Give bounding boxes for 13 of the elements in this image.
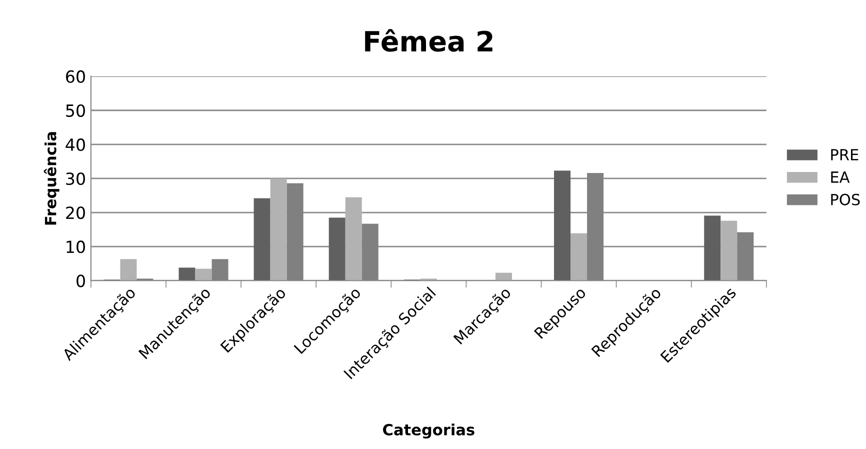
y-tick-label: 40 bbox=[66, 138, 85, 151]
y-tick-label: 50 bbox=[66, 104, 85, 117]
legend-label: EA bbox=[831, 172, 850, 183]
y-axis-title: Frequência bbox=[44, 132, 60, 225]
legend-label: POS bbox=[831, 194, 860, 206]
chart-title: Fêmea 2 bbox=[365, 29, 492, 52]
y-tick-label: 0 bbox=[76, 274, 85, 288]
x-axis-title: Categorias bbox=[383, 424, 474, 439]
y-tick-label: 20 bbox=[66, 206, 85, 220]
y-tick-label: 10 bbox=[66, 240, 85, 254]
legend-label: PRE bbox=[831, 149, 858, 160]
y-tick-label: 60 bbox=[66, 70, 85, 83]
y-tick-label: 30 bbox=[66, 172, 85, 186]
